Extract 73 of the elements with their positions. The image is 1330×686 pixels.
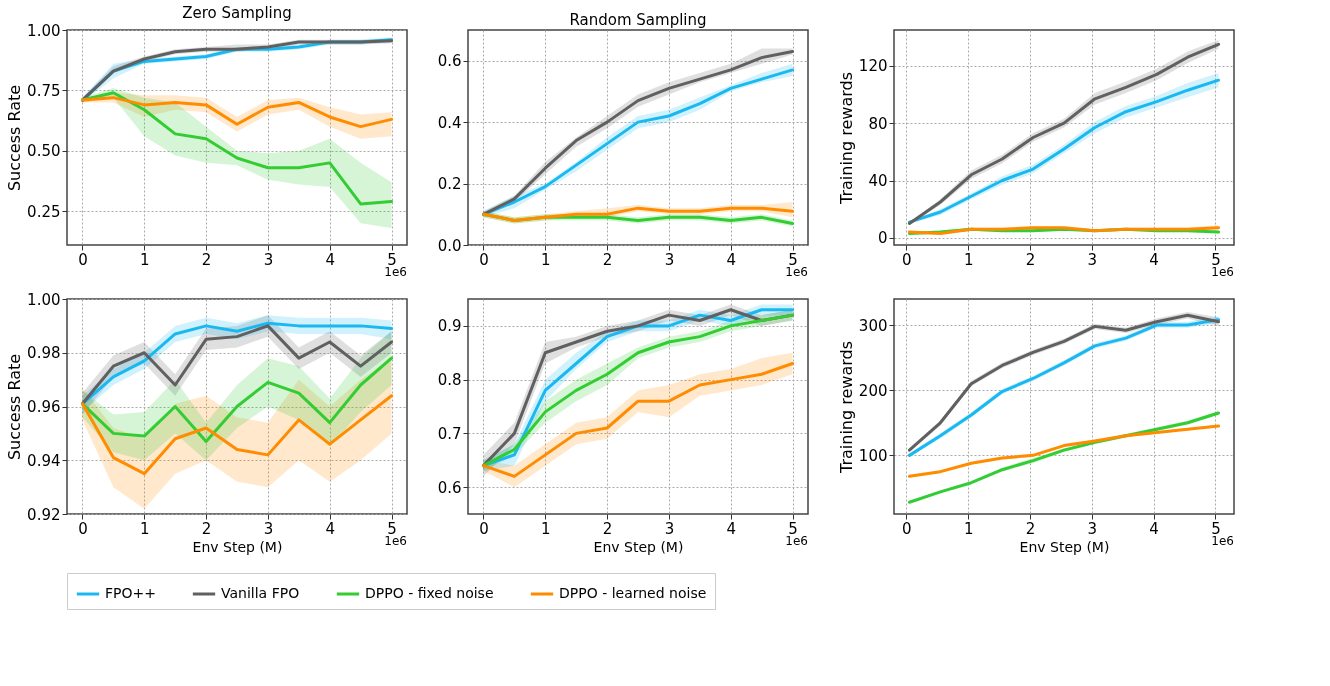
y-tick-label: 0.92: [27, 505, 61, 524]
x-tick-label: 3: [263, 250, 274, 269]
y-tick-label: 200: [858, 381, 888, 400]
x-tick-label: 3: [1087, 250, 1098, 269]
x-tick-label: 3: [263, 519, 274, 538]
x-tick-label: 0: [479, 519, 489, 538]
text: 1e6: [1211, 265, 1234, 279]
x-tick-label: 2: [1025, 519, 1036, 538]
x-tick-label: 1: [140, 250, 150, 269]
x-axis-title: Env Step (M): [192, 538, 283, 555]
y-axis-title: Success Rate: [5, 353, 25, 461]
y-tick-label: 0.94: [27, 451, 61, 470]
x-tick-label: 4: [325, 250, 335, 269]
y-axis-title: Success Rate: [5, 84, 25, 192]
y-tick-label: 0.6: [437, 478, 462, 497]
y-axis-title: Training rewards: [836, 72, 856, 205]
chart-title: Random Sampling: [569, 11, 707, 29]
y-axis-title: Training rewards: [836, 341, 856, 474]
x-tick-label: 4: [325, 519, 335, 538]
y-tick-label: 0: [877, 229, 888, 248]
x-tick-label: 0: [78, 250, 88, 269]
x-tick-label: 2: [602, 250, 613, 269]
text: 1e6: [384, 265, 407, 279]
x-tick-label: 0: [479, 250, 489, 269]
x-tick-label: 2: [602, 519, 613, 538]
text: 1e6: [384, 534, 407, 548]
x-axis-title: Env Step (M): [1019, 538, 1110, 555]
y-tick-label: 300: [858, 316, 888, 335]
x-tick-label: 0: [902, 519, 912, 538]
x-tick-label: 1: [140, 519, 150, 538]
x-tick-label: 3: [664, 519, 675, 538]
text: 1e6: [1211, 534, 1234, 548]
x-tick-label: 2: [1025, 250, 1036, 269]
y-tick-label: 80: [868, 114, 888, 133]
y-tick-label: 40: [868, 172, 888, 190]
legend-label: Vanilla FPO: [221, 585, 300, 601]
y-tick-label: 0.6: [437, 52, 462, 71]
y-tick-label: 0.25: [27, 202, 61, 221]
y-tick-label: 1.00: [27, 290, 61, 309]
x-axis-title: Env Step (M): [593, 538, 684, 555]
y-tick-label: 1.00: [27, 21, 61, 40]
y-tick-label: 120: [858, 57, 888, 76]
x-tick-label: 2: [201, 250, 212, 269]
y-tick-label: 0.8: [437, 371, 462, 390]
x-tick-label: 1: [541, 519, 551, 538]
x-tick-label: 1: [963, 519, 974, 538]
x-tick-label: 4: [1149, 250, 1159, 269]
x-tick-label: 3: [1087, 519, 1098, 538]
text: 1e6: [785, 265, 808, 279]
y-tick-label: 0.98: [27, 344, 61, 363]
x-tick-label: 1: [963, 250, 974, 269]
y-tick-label: 0.0: [437, 236, 462, 255]
y-tick-label: 0.96: [27, 398, 61, 416]
x-tick-label: 2: [201, 519, 212, 538]
x-tick-label: 4: [726, 519, 736, 538]
y-tick-label: 0.2: [437, 175, 462, 194]
x-tick-label: 1: [541, 250, 551, 269]
y-tick-label: 0.9: [437, 317, 462, 336]
y-tick-label: 0.7: [437, 424, 462, 443]
legend-label: FPO++: [105, 585, 156, 601]
chart-title: Zero Sampling: [182, 4, 292, 22]
y-tick-label: 0.50: [27, 142, 61, 161]
legend-label: DPPO - learned noise: [559, 585, 707, 601]
x-tick-label: 4: [1149, 519, 1159, 538]
y-tick-label: 100: [858, 446, 888, 465]
x-tick-label: 0: [78, 519, 88, 538]
x-tick-label: 0: [902, 250, 912, 269]
legend-label: DPPO - fixed noise: [365, 585, 494, 601]
x-tick-label: 3: [664, 250, 675, 269]
y-tick-label: 0.75: [27, 81, 61, 100]
x-tick-label: 4: [726, 250, 736, 269]
text: 1e6: [785, 534, 808, 548]
y-tick-label: 0.4: [437, 113, 462, 132]
